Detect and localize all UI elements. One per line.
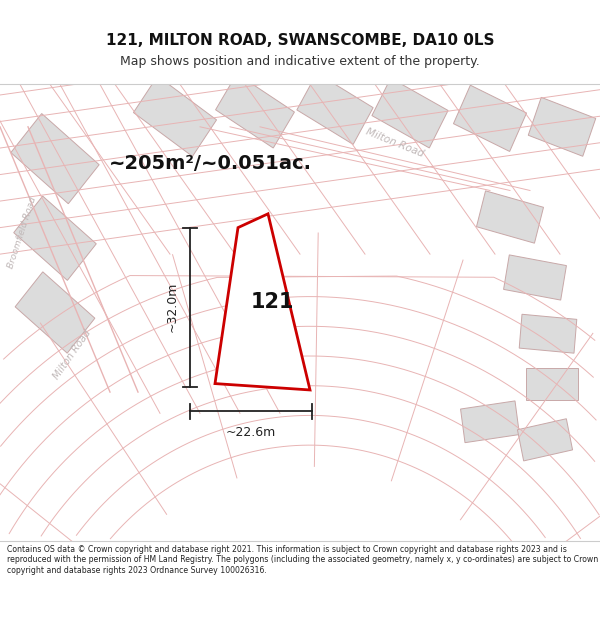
Text: Milton Road: Milton Road [365, 126, 425, 159]
Polygon shape [503, 255, 566, 300]
Polygon shape [215, 214, 310, 390]
Polygon shape [517, 419, 572, 461]
Polygon shape [14, 196, 96, 281]
Text: Milton Road: Milton Road [51, 328, 93, 382]
Polygon shape [476, 191, 544, 243]
Text: 121: 121 [250, 292, 294, 312]
Text: Map shows position and indicative extent of the property.: Map shows position and indicative extent… [120, 55, 480, 68]
Polygon shape [454, 85, 527, 151]
Polygon shape [372, 78, 448, 148]
Polygon shape [526, 368, 578, 399]
Text: Broomfield Road: Broomfield Road [6, 196, 38, 270]
Text: Contains OS data © Crown copyright and database right 2021. This information is : Contains OS data © Crown copyright and d… [7, 545, 598, 575]
Polygon shape [528, 98, 596, 156]
Polygon shape [11, 114, 99, 204]
Polygon shape [297, 73, 373, 144]
Text: 121, MILTON ROAD, SWANSCOMBE, DA10 0LS: 121, MILTON ROAD, SWANSCOMBE, DA10 0LS [106, 33, 494, 48]
Polygon shape [461, 401, 520, 442]
Text: ~205m²/~0.051ac.: ~205m²/~0.051ac. [109, 154, 311, 174]
Polygon shape [133, 76, 217, 156]
Text: ~22.6m: ~22.6m [226, 426, 276, 439]
Polygon shape [519, 314, 577, 353]
Polygon shape [15, 272, 95, 353]
Text: ~32.0m: ~32.0m [166, 282, 179, 332]
Polygon shape [215, 74, 295, 148]
